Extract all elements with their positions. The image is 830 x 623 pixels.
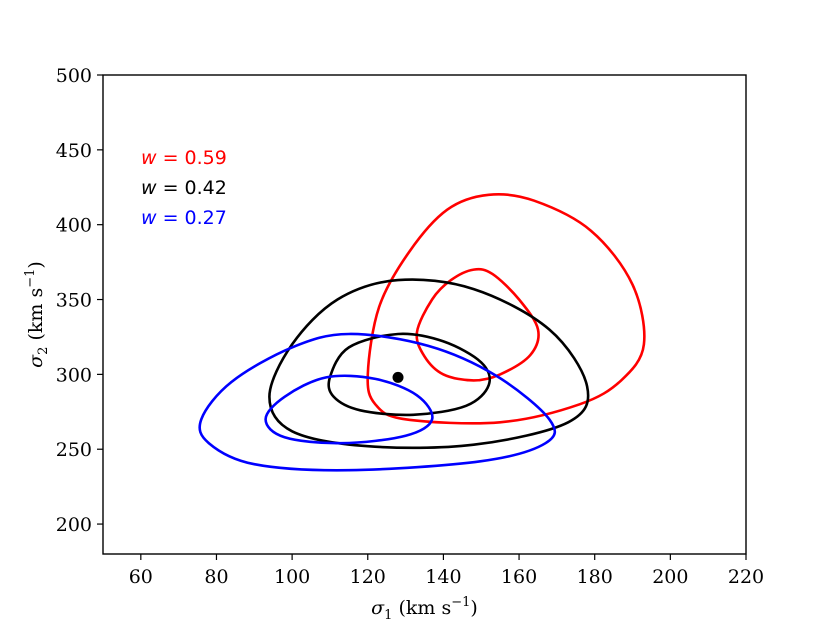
y-axis-label: σ2 (km s−1) [23, 261, 51, 368]
x-axis-label: σ1 (km s−1) [371, 595, 478, 623]
y-tick-label: 300 [56, 364, 92, 386]
contour-outer-series-1 [366, 192, 646, 425]
x-tick-label: 60 [129, 566, 153, 588]
legend-entry-3: w = 0.27 [141, 207, 227, 229]
y-tick-label: 450 [56, 140, 92, 162]
y-tick-label: 500 [56, 65, 92, 87]
x-tick-label: 220 [728, 566, 764, 588]
contour-inner-series-2 [327, 332, 492, 417]
y-tick-label: 350 [56, 290, 92, 312]
x-tick-label: 120 [350, 566, 386, 588]
x-tick-label: 200 [652, 566, 688, 588]
legend-entry-1: w = 0.59 [141, 147, 227, 169]
legend: w = 0.59 w = 0.42 w = 0.27 [141, 147, 227, 229]
y-tick-label: 200 [56, 514, 92, 536]
x-tick-label: 160 [501, 566, 537, 588]
plot-content [198, 192, 646, 472]
best-fit-point [392, 371, 404, 383]
x-axis: 60 80 100 120 140 160 180 200 220 [129, 554, 764, 588]
y-tick-label: 400 [56, 215, 92, 237]
y-tick-label: 250 [56, 439, 92, 461]
contour-outer-series-2 [268, 278, 590, 450]
contour-outer-series-3 [198, 332, 557, 472]
axes-frame [102, 74, 747, 555]
x-tick-label: 80 [204, 566, 228, 588]
x-tick-label: 140 [425, 566, 461, 588]
contour-inner-series-1 [415, 267, 540, 382]
legend-entry-2: w = 0.42 [141, 177, 227, 199]
x-tick-label: 100 [274, 566, 310, 588]
x-tick-label: 180 [577, 566, 613, 588]
contour-inner-series-3 [264, 374, 434, 445]
y-axis: 200 250 300 350 400 450 500 [56, 65, 103, 536]
